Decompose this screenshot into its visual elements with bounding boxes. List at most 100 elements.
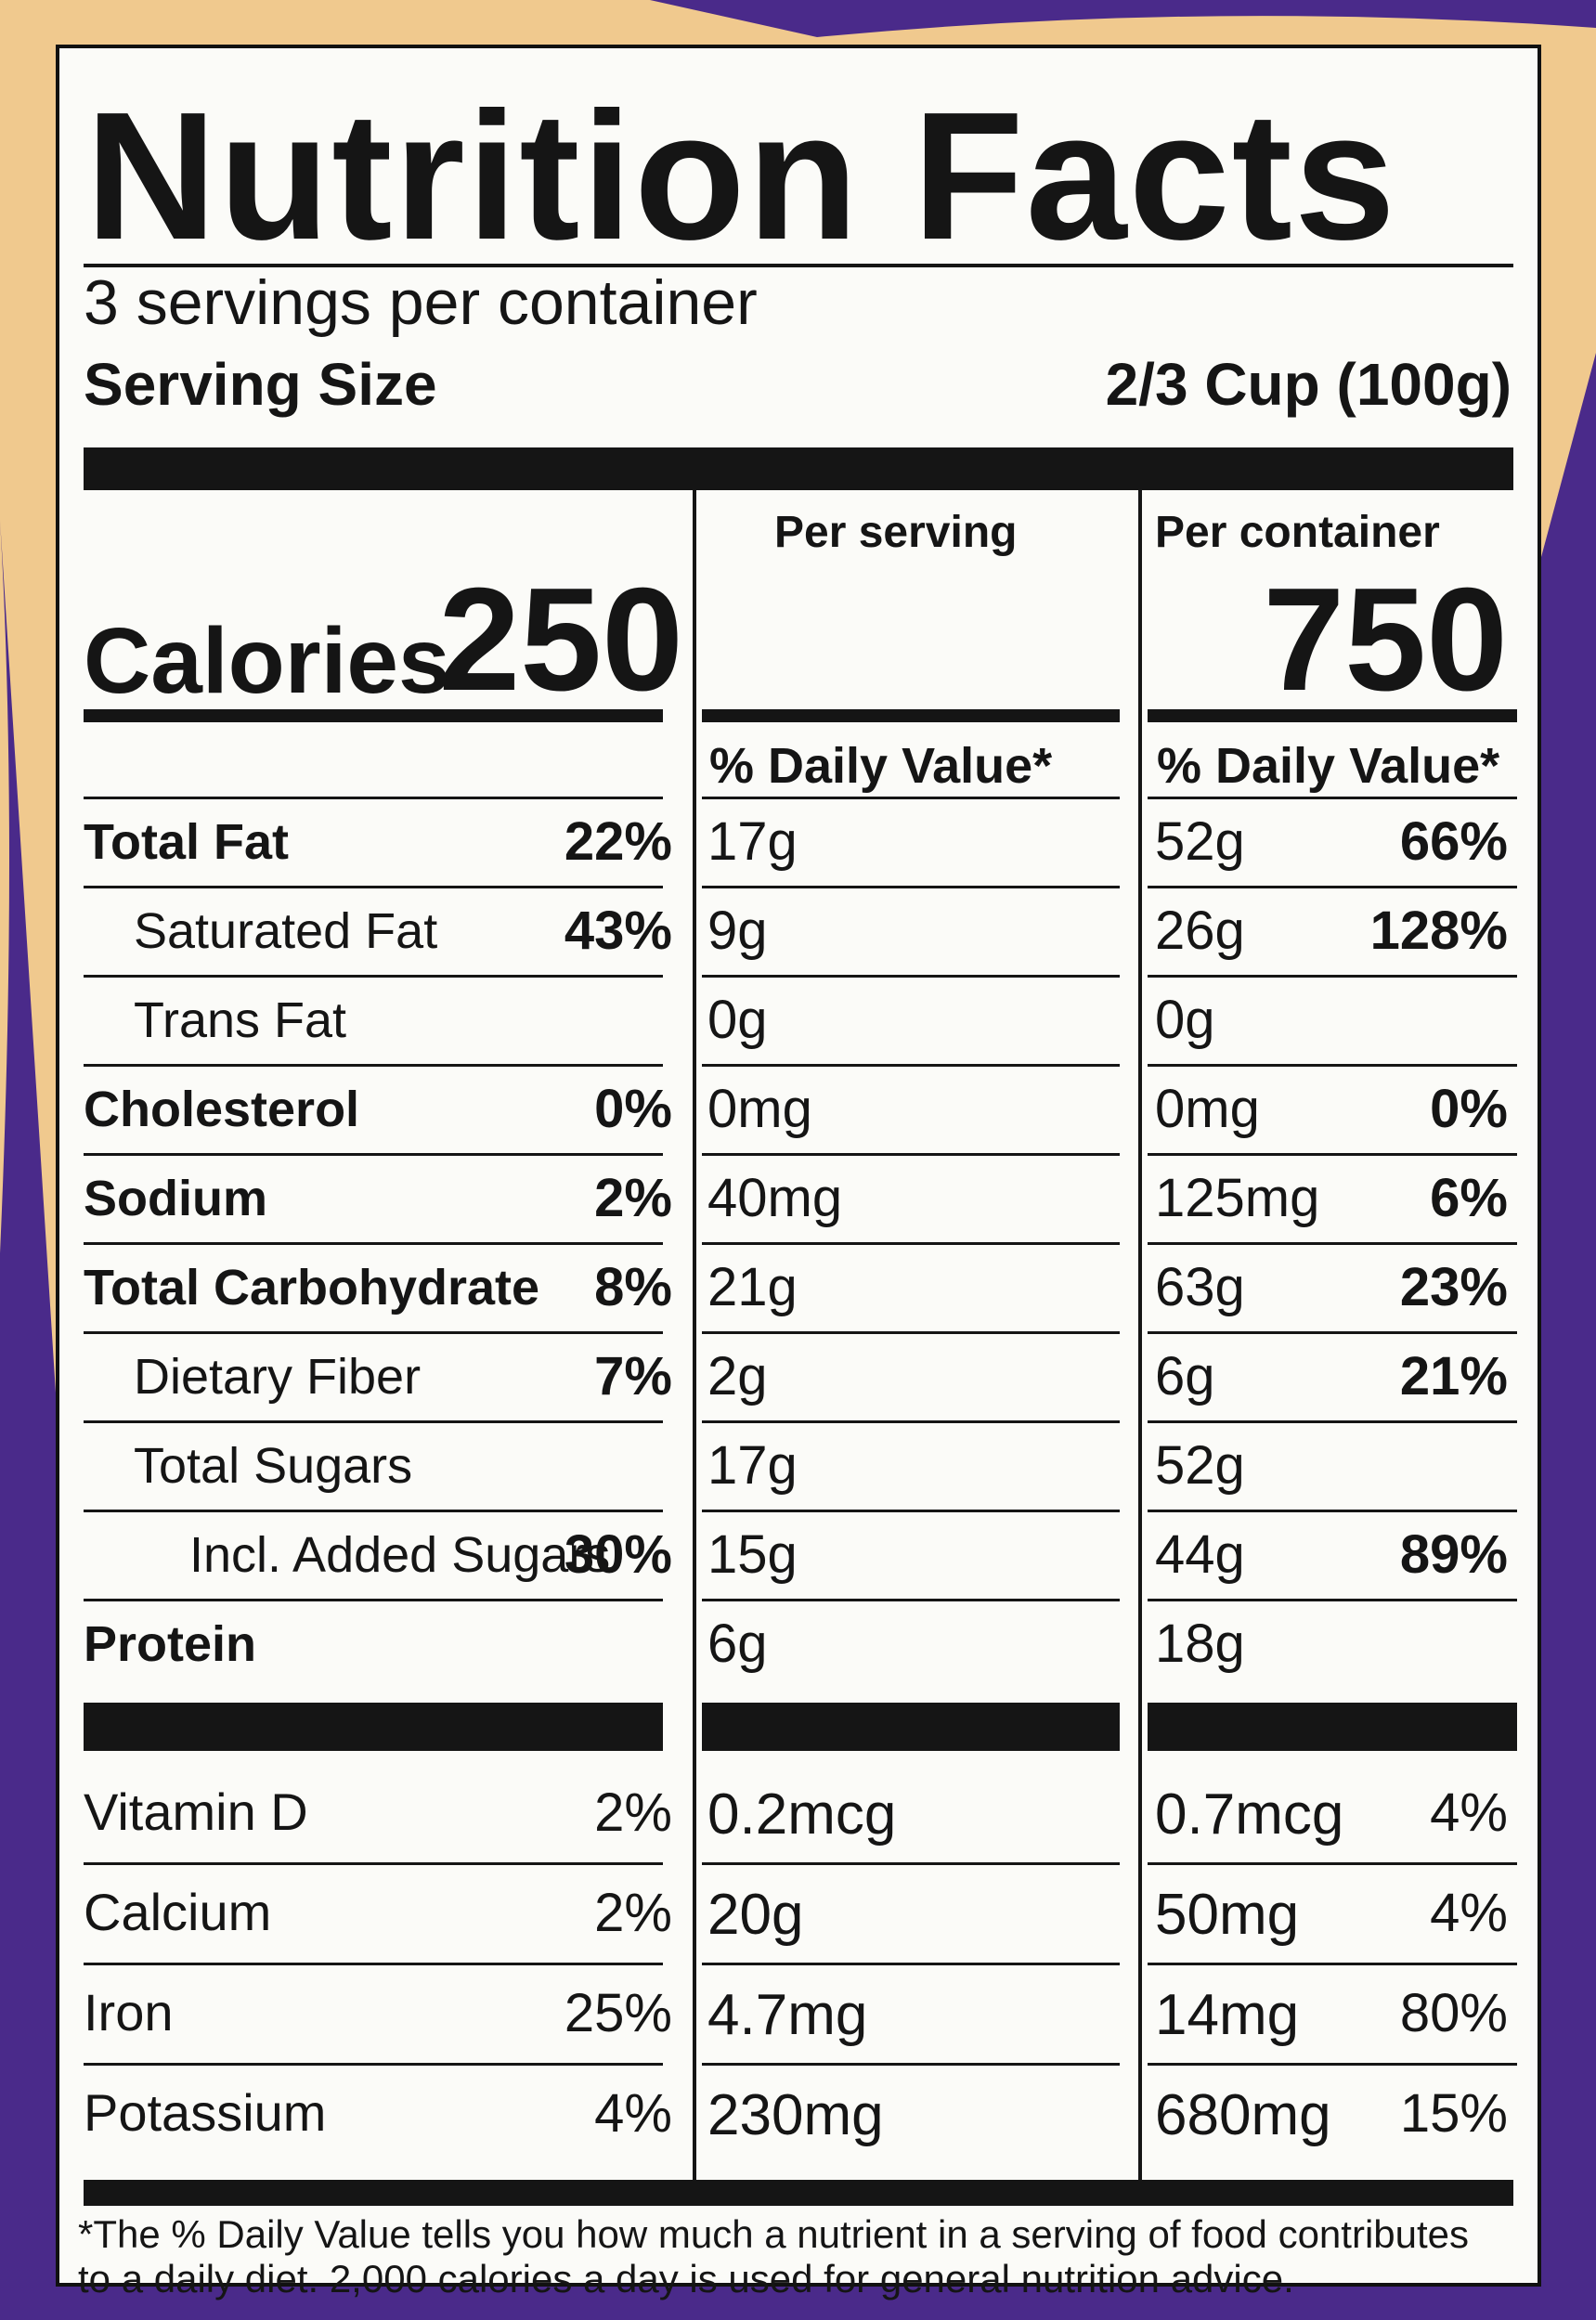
container-amount: 26g — [1155, 901, 1245, 961]
container-daily-value: 21% — [1399, 1346, 1508, 1406]
container-amount: 6g — [1155, 1346, 1215, 1406]
nutrient-name: Protein — [84, 1616, 257, 1672]
container-amount: 44g — [1155, 1524, 1245, 1585]
row-rule — [1148, 1963, 1517, 1965]
serving-daily-value: 2% — [594, 1782, 672, 1843]
container-amount: 680mg — [1155, 2083, 1331, 2147]
calories-label: Calories — [84, 609, 450, 713]
container-amount: 0g — [1155, 990, 1215, 1050]
calories-per-serving: 250 — [438, 558, 683, 721]
row-rule — [84, 1331, 663, 1334]
row-rule — [702, 1064, 1120, 1067]
thick-rule-left — [84, 1703, 663, 1751]
footnote-line-1: *The % Daily Value tells you how much a … — [78, 2212, 1470, 2256]
container-daily-value: 80% — [1399, 1983, 1508, 2043]
row-rule — [702, 1153, 1120, 1156]
calories-rule-left — [84, 709, 663, 722]
serving-amount: 4.7mg — [707, 1983, 868, 2047]
serving-daily-value: 0% — [594, 1079, 672, 1139]
vitamin-name: Potassium — [84, 2083, 327, 2142]
serving-daily-value: 22% — [564, 811, 672, 872]
thick-rule-right — [1148, 1703, 1517, 1751]
vitamin-name: Calcium — [84, 1883, 272, 1941]
row-rule — [84, 1963, 663, 1965]
row-rule — [84, 1420, 663, 1423]
serving-daily-value: 43% — [564, 901, 672, 961]
row-rule — [1148, 1331, 1517, 1334]
row-rule — [84, 2063, 663, 2066]
container-daily-value: 66% — [1399, 811, 1508, 872]
container-daily-value: 0% — [1430, 1079, 1508, 1139]
nutrient-name: Total Sugars — [134, 1438, 413, 1494]
vitamin-name: Iron — [84, 1983, 174, 2041]
row-rule — [702, 1599, 1120, 1601]
per-serving-heading: Per serving — [774, 508, 1018, 557]
serving-daily-value: 8% — [594, 1257, 672, 1317]
row-rule — [84, 1599, 663, 1601]
serving-daily-value: 2% — [594, 1883, 672, 1943]
row-rule — [1148, 797, 1517, 799]
serving-daily-value: 4% — [594, 2083, 672, 2144]
serving-amount: 9g — [707, 901, 768, 961]
footnote-line-2: to a daily diet. 2,000 calories a day is… — [78, 2257, 1294, 2301]
nutrient-name: Incl. Added Sugars — [189, 1527, 611, 1583]
serving-amount: 15g — [707, 1524, 798, 1585]
serving-daily-value: 2% — [594, 1168, 672, 1228]
container-daily-value: 23% — [1399, 1257, 1508, 1317]
row-rule — [1148, 886, 1517, 888]
vitamin-name: Vitamin D — [84, 1782, 308, 1841]
container-amount: 52g — [1155, 811, 1245, 872]
row-rule — [84, 797, 663, 799]
row-rule — [84, 886, 663, 888]
container-daily-value: 6% — [1430, 1168, 1508, 1228]
container-daily-value: 4% — [1430, 1883, 1508, 1943]
row-rule — [1148, 1599, 1517, 1601]
container-amount: 63g — [1155, 1257, 1245, 1317]
serving-amount: 2g — [707, 1346, 768, 1406]
row-rule — [702, 1331, 1120, 1334]
row-rule — [1148, 975, 1517, 978]
row-rule — [702, 1862, 1120, 1865]
row-rule — [702, 1963, 1120, 1965]
serving-amount: 40mg — [707, 1168, 843, 1228]
calories-rule-mid — [702, 709, 1120, 722]
nutrient-name: Saturated Fat — [134, 903, 438, 959]
serving-amount: 0g — [707, 990, 768, 1050]
row-rule — [84, 1862, 663, 1865]
row-rule — [84, 1064, 663, 1067]
serving-amount: 17g — [707, 1435, 798, 1496]
row-rule — [702, 2063, 1120, 2066]
container-daily-value: 15% — [1399, 2083, 1508, 2144]
serving-size-value: 2/3 Cup (100g) — [1105, 351, 1512, 418]
nutrient-name: Trans Fat — [134, 992, 347, 1048]
column-divider-2 — [1138, 490, 1142, 2180]
container-daily-value: 89% — [1399, 1524, 1508, 1585]
calories-rule-right — [1148, 709, 1517, 722]
nutrient-name: Total Fat — [84, 814, 289, 870]
row-rule — [84, 1510, 663, 1512]
serving-amount: 20g — [707, 1883, 804, 1947]
row-rule — [702, 975, 1120, 978]
row-rule — [84, 1153, 663, 1156]
row-rule — [84, 975, 663, 978]
row-rule — [702, 1510, 1120, 1512]
serving-amount: 6g — [707, 1614, 768, 1674]
row-rule — [1148, 1153, 1517, 1156]
row-rule — [702, 1242, 1120, 1245]
row-rule — [1148, 1242, 1517, 1245]
row-rule — [1148, 1420, 1517, 1423]
serving-amount: 230mg — [707, 2083, 884, 2147]
column-divider-1 — [693, 490, 696, 2180]
calories-per-container: 750 — [1263, 558, 1508, 721]
serving-amount: 21g — [707, 1257, 798, 1317]
per-container-heading: Per container — [1155, 508, 1440, 557]
container-amount: 50mg — [1155, 1883, 1300, 1947]
row-rule — [1148, 1064, 1517, 1067]
container-amount: 18g — [1155, 1614, 1245, 1674]
thick-rule-mid — [702, 1703, 1120, 1751]
container-daily-value: 4% — [1430, 1782, 1508, 1843]
dv-heading-serving: % Daily Value* — [709, 738, 1053, 794]
serving-daily-value: 25% — [564, 1983, 672, 2043]
servings-per-container: 3 servings per container — [84, 267, 758, 338]
row-rule — [84, 1242, 663, 1245]
